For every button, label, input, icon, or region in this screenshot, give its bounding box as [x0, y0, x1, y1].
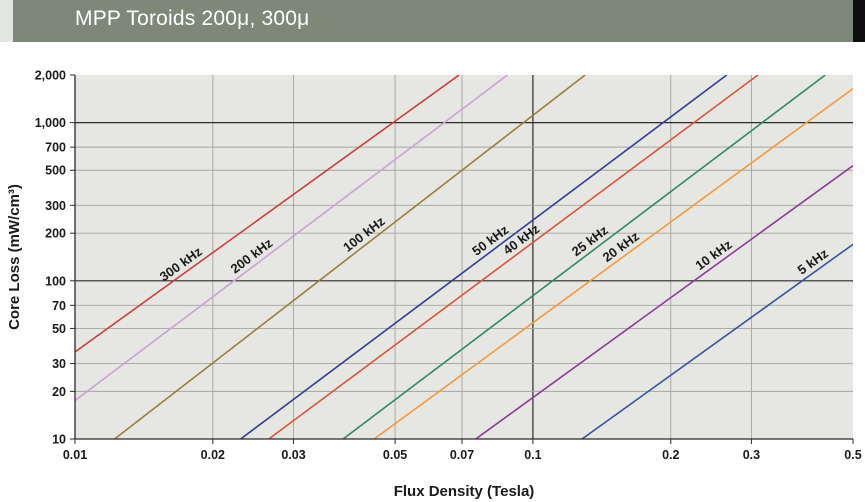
series-layer — [75, 75, 853, 439]
series-line-40-khz — [268, 75, 759, 439]
y-tick-label: 2,000 — [35, 69, 66, 83]
y-tick-label: 300 — [45, 199, 66, 213]
x-tick-label: 0.07 — [450, 448, 474, 462]
series-line-5-khz — [581, 243, 853, 439]
y-tick-label: 200 — [45, 227, 66, 241]
series-line-300-khz — [75, 75, 460, 353]
x-tick-label: 0.2 — [662, 448, 679, 462]
series-line-25-khz — [342, 75, 826, 439]
y-tick-label: 20 — [52, 385, 66, 399]
x-axis-label: Flux Density (Tesla) — [394, 483, 535, 500]
x-tick-label: 0.01 — [63, 448, 87, 462]
y-tick-label: 1,000 — [35, 116, 66, 130]
y-tick-label: 70 — [52, 299, 66, 313]
page-title: MPP Toroids 200μ, 300μ — [75, 7, 310, 30]
x-tick-label: 0.3 — [743, 448, 760, 462]
x-tick-label: 0.5 — [844, 448, 861, 462]
axes: 0.01 0.02 0.03 0.05 0.07 0.1 0.2 0.3 0.5 10 20 30 50… — [35, 69, 862, 463]
y-tick-label: 10 — [52, 433, 66, 447]
y-tick-label: 50 — [52, 322, 66, 336]
x-tick-label: 0.05 — [383, 448, 407, 462]
series-line-200-khz — [75, 75, 508, 402]
x-tick-label: 0.02 — [201, 448, 225, 462]
series-line-100-khz — [114, 75, 586, 439]
x-tick-label: 0.03 — [281, 448, 305, 462]
header-accent-left — [0, 0, 13, 42]
y-tick-label: 700 — [45, 141, 66, 155]
y-tick-label: 100 — [45, 274, 66, 288]
header-bar: MPP Toroids 200μ, 300μ — [0, 0, 865, 42]
plot-area — [75, 75, 853, 439]
grid-lines — [75, 75, 853, 439]
x-tick-label: 0.1 — [524, 448, 541, 462]
series-line-50-khz — [240, 75, 728, 439]
series-line-20-khz — [373, 87, 853, 439]
y-tick-label: 500 — [45, 164, 66, 178]
y-axis-label: Core Loss (mW/cm³) — [6, 184, 23, 330]
y-tick-label: 30 — [52, 357, 66, 371]
series-line-10-khz — [475, 164, 853, 439]
header-accent-right — [853, 0, 865, 42]
